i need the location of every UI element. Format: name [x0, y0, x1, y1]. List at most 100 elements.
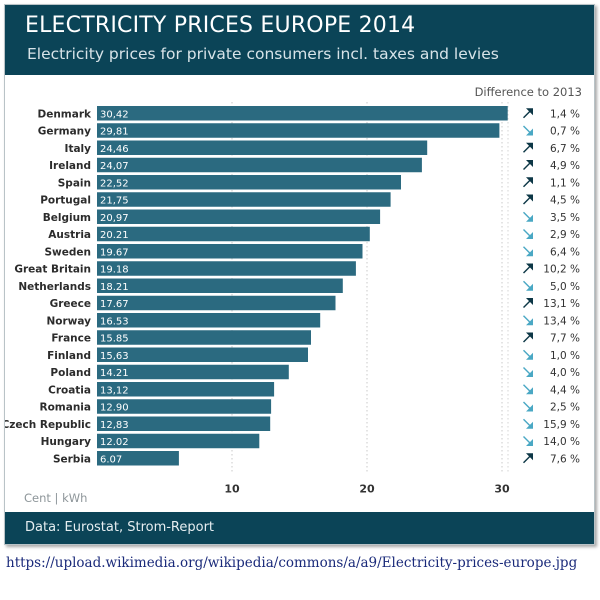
bar-value-label: 22,52 [100, 178, 129, 189]
difference-percent: 3,5 % [550, 212, 580, 224]
country-label: Serbia [53, 453, 91, 465]
country-label: Sweden [45, 246, 92, 258]
bar-finland [97, 347, 308, 362]
country-label: Poland [50, 367, 91, 379]
x-tick-label: 20 [359, 482, 375, 495]
arrow-up-icon [523, 108, 533, 119]
difference-percent: 2,5 % [550, 402, 580, 414]
unit-label: Cent | kWh [24, 491, 88, 505]
bar-ireland [97, 157, 422, 173]
bar-value-label: 20.21 [100, 230, 129, 241]
bar-value-label: 24,46 [100, 144, 129, 155]
difference-percent: 4,0 % [550, 367, 580, 379]
bar-hungary [97, 433, 260, 449]
difference-percent: 0,7 % [550, 126, 580, 138]
difference-percent: 7,7 % [550, 333, 580, 345]
bar-value-label: 13,12 [100, 385, 129, 396]
data-source: Data: Eurostat, Strom-Report [25, 520, 215, 535]
country-label: Spain [58, 177, 91, 189]
difference-percent: 2,9 % [550, 229, 580, 241]
country-label: Croatia [48, 384, 91, 396]
arrow-up-icon [523, 177, 533, 188]
arrow-down-icon [523, 418, 533, 429]
difference-percent: 7,6 % [550, 453, 580, 465]
chart-header: ELECTRICITY PRICES EUROPE 2014 Electrici… [5, 5, 594, 75]
bar-value-label: 29,81 [100, 127, 129, 138]
chart-subtitle: Electricity prices for private consumers… [27, 45, 499, 63]
country-label: Czech Republic [5, 419, 91, 431]
bar-value-label: 19.67 [100, 247, 129, 258]
difference-percent: 15,9 % [543, 419, 580, 431]
difference-percent: 6,7 % [550, 143, 580, 155]
difference-column-header: Difference to 2013 [474, 85, 582, 99]
difference-percent: 13,4 % [543, 315, 580, 327]
bar-belgium [97, 209, 381, 224]
bar-sweden [97, 244, 363, 259]
bar-denmark [97, 106, 508, 121]
arrow-up-icon [523, 194, 533, 205]
bar-romania [97, 399, 272, 414]
bar-value-label: 12.90 [100, 403, 129, 414]
arrow-up-icon [523, 263, 533, 274]
bar-value-label: 15.85 [100, 334, 129, 345]
bar-chart: Denmark 30,42 1,4 % Germany 29,81 0,7 % Italy 2… [5, 102, 580, 495]
bar-greece [97, 295, 336, 311]
difference-percent: 14,0 % [543, 436, 580, 448]
bar-value-label: 15,63 [100, 351, 129, 362]
bar-value-label: 30,42 [100, 109, 129, 120]
bar-croatia [97, 382, 275, 397]
difference-percent: 1,1 % [550, 177, 580, 189]
arrow-down-icon [523, 280, 533, 291]
bar-value-label: 20,97 [100, 213, 129, 224]
chart-footer: Data: Eurostat, Strom-Report [5, 512, 594, 544]
arrow-down-icon [523, 367, 533, 377]
difference-percent: 4,9 % [550, 160, 580, 172]
country-label: Norway [47, 315, 92, 327]
arrow-down-icon [523, 384, 533, 395]
bar-italy [97, 140, 428, 155]
bar-spain [97, 175, 401, 190]
x-tick-label: 10 [224, 482, 240, 495]
difference-percent: 4,5 % [550, 195, 580, 207]
bar-value-label: 18.21 [100, 282, 129, 293]
arrow-up-icon [523, 453, 533, 464]
source-link[interactable]: https://upload.wikimedia.org/wikipedia/c… [6, 555, 578, 571]
bar-austria [97, 226, 370, 242]
bar-serbia [97, 451, 179, 466]
difference-percent: 4,4 % [550, 384, 580, 396]
arrow-up-icon [523, 142, 533, 153]
chart-title: ELECTRICITY PRICES EUROPE 2014 [25, 13, 416, 38]
country-label: Netherlands [18, 281, 91, 293]
arrow-down-icon [523, 315, 533, 326]
difference-percent: 1,0 % [550, 350, 580, 362]
arrow-down-icon [523, 436, 533, 446]
arrow-down-icon [523, 349, 533, 360]
arrow-down-icon [523, 229, 533, 239]
country-label: France [51, 333, 91, 345]
country-label: Austria [48, 229, 91, 241]
bar-value-label: 14.21 [100, 368, 129, 379]
difference-percent: 10,2 % [543, 264, 580, 276]
bar-germany [97, 123, 500, 138]
arrow-up-icon [523, 298, 533, 308]
bar-poland [97, 364, 289, 380]
bar-value-label: 21,75 [100, 196, 129, 207]
bar-great-britain [97, 261, 356, 276]
bar-norway [97, 313, 321, 328]
country-label: Denmark [38, 108, 93, 120]
country-label: Belgium [43, 212, 91, 224]
bar-value-label: 19.18 [100, 265, 129, 276]
arrow-down-icon [523, 246, 533, 257]
arrow-up-icon [523, 160, 533, 170]
bar-portugal [97, 192, 391, 207]
difference-percent: 6,4 % [550, 246, 580, 258]
bar-czech-republic [97, 416, 271, 431]
country-label: Great Britain [14, 264, 91, 276]
difference-percent: 1,4 % [550, 108, 580, 120]
bar-france [97, 330, 311, 345]
bar-value-label: 12.02 [100, 437, 129, 448]
country-label: Ireland [49, 160, 91, 172]
bar-value-label: 16.53 [100, 316, 129, 327]
x-tick-label: 30 [494, 482, 510, 495]
country-label: Italy [65, 143, 92, 155]
